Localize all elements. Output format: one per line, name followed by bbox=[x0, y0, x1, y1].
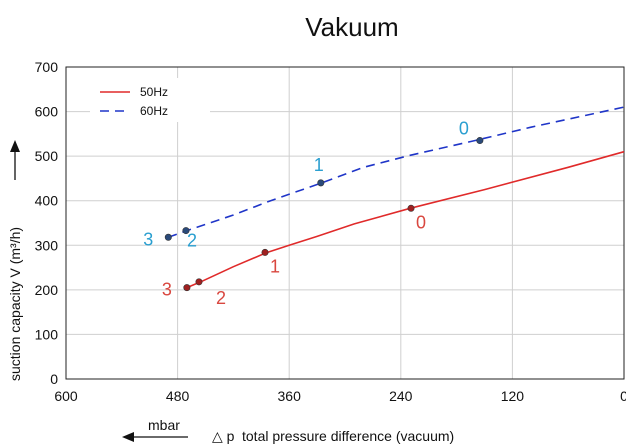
legend-background bbox=[90, 78, 210, 122]
operating-point-60hz-1 bbox=[317, 179, 325, 187]
operating-point-50hz-0 bbox=[407, 204, 415, 212]
x-tick-label: 0 bbox=[620, 388, 626, 404]
series-line-1 bbox=[168, 106, 625, 239]
point-label-60hz-1: 1 bbox=[314, 155, 324, 175]
y-axis-arrow-head bbox=[10, 140, 20, 152]
y-tick-label: 500 bbox=[35, 148, 59, 164]
chart-title: Vakuum bbox=[305, 12, 398, 42]
operating-point-60hz-2 bbox=[182, 227, 190, 235]
legend-label-50hz: 50Hz bbox=[140, 85, 168, 99]
y-tick-label: 0 bbox=[50, 371, 58, 387]
y-tick-label: 600 bbox=[35, 104, 59, 120]
point-label-60hz-3: 3 bbox=[143, 229, 153, 249]
x-axis-symbol: △ p bbox=[212, 428, 235, 444]
y-tick-label: 400 bbox=[35, 193, 59, 209]
legend: 50Hz 60Hz bbox=[90, 78, 210, 122]
operating-point-50hz-3 bbox=[183, 284, 191, 292]
point-label-60hz-2: 2 bbox=[187, 231, 197, 251]
series-line-0 bbox=[186, 150, 625, 289]
y-tick-label: 300 bbox=[35, 237, 59, 253]
y-tick-label: 100 bbox=[35, 326, 59, 342]
x-tick-label: 240 bbox=[389, 388, 413, 404]
x-tick-label: 120 bbox=[501, 388, 525, 404]
y-tick-label: 200 bbox=[35, 282, 59, 298]
x-axis-unit: mbar bbox=[148, 417, 180, 433]
point-label-50hz-1: 1 bbox=[270, 256, 280, 276]
points-layer: 0 1 2 3 0 1 2 3 bbox=[143, 119, 484, 308]
operating-point-50hz-2 bbox=[195, 278, 203, 286]
x-tick-label: 600 bbox=[54, 388, 78, 404]
point-label-50hz-3: 3 bbox=[162, 280, 172, 300]
y-axis-label: suction capacity V (m³/h) bbox=[7, 227, 23, 381]
series-layer bbox=[168, 106, 625, 289]
point-label-50hz-0: 0 bbox=[416, 212, 426, 232]
x-axis-label-group: mbar △ p total pressure difference (vacu… bbox=[122, 417, 454, 444]
x-axis-label: total pressure difference (vacuum) bbox=[242, 428, 454, 444]
point-label-50hz-2: 2 bbox=[216, 288, 226, 308]
operating-point-60hz-3 bbox=[164, 233, 172, 241]
x-tick-label: 480 bbox=[166, 388, 190, 404]
operating-point-60hz-0 bbox=[476, 137, 484, 145]
plot-frame bbox=[65, 66, 625, 380]
x-axis-arrow-head bbox=[122, 432, 134, 442]
operating-point-50hz-1 bbox=[261, 248, 269, 256]
y-axis-label-group: suction capacity V (m³/h) bbox=[7, 140, 23, 381]
point-label-60hz-0: 0 bbox=[459, 119, 469, 139]
y-tick-labels: 0 100 200 300 400 500 600 700 bbox=[35, 59, 59, 387]
y-tick-label: 700 bbox=[35, 59, 59, 75]
legend-label-60hz: 60Hz bbox=[140, 104, 168, 118]
x-tick-labels: 600 480 360 240 120 0 bbox=[54, 388, 626, 404]
x-tick-label: 360 bbox=[278, 388, 302, 404]
